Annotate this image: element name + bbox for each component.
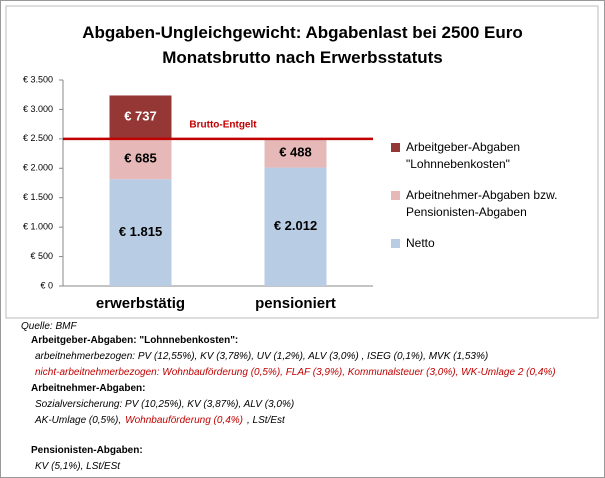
note-line: arbeitnehmerbezogen: PV (12,55%), KV (3,… (35, 351, 488, 362)
chart-title: Monatsbrutto nach Erwerbsstatuts (162, 48, 443, 67)
source-note: Quelle: BMF (21, 321, 77, 332)
legend-swatch (391, 239, 400, 248)
note-line: KV (5,1%), LSt/ESt (35, 461, 120, 472)
bar-segment (109, 95, 172, 139)
y-tick-label: € 3.500 (23, 74, 53, 84)
note-text: , LSt/Est (247, 415, 285, 426)
chart-frame (5, 5, 599, 319)
note-text: Sozialversicherung: PV (10,25%), KV (3,8… (35, 399, 295, 410)
bar-segment (264, 167, 327, 286)
note-line: Sozialversicherung: PV (10,25%), KV (3,8… (35, 399, 294, 410)
reference-label: Brutto-Entgelt (189, 119, 257, 130)
note-heading: Arbeitnehmer-Abgaben: (31, 383, 146, 394)
bar-segment (264, 138, 327, 168)
value-label: € 2.012 (274, 218, 317, 233)
bar-segment (109, 138, 172, 180)
value-label: € 737 (124, 109, 157, 124)
note-text: nicht-arbeitnehmerbezogen: Wohnbauförder… (35, 367, 556, 378)
x-tick-label: erwerbstätig (96, 295, 185, 312)
legend-label: Arbeitnehmer-Abgaben bzw. Pensionisten-A… (406, 188, 558, 219)
y-tick-label: € 1.000 (23, 222, 53, 232)
legend-label: Arbeitgeber-Abgaben "Lohnnebenkosten" (406, 140, 521, 171)
note-text: KV (5,1%), LSt/ESt (35, 461, 121, 472)
value-label: € 685 (124, 150, 157, 165)
chart-title: Abgaben-Ungleichgewicht: Abgabenlast bei… (82, 23, 523, 42)
y-tick-label: € 500 (30, 251, 53, 261)
note-heading: Pensionisten-Abgaben: (31, 445, 143, 456)
y-tick-label: € 3.000 (23, 104, 53, 114)
note-text: AK-Umlage (0,5%), (35, 415, 122, 426)
value-label: € 1.815 (119, 224, 162, 239)
y-tick-label: € 2.500 (23, 133, 53, 143)
note-text: arbeitnehmerbezogen: PV (12,55%), KV (3,… (35, 351, 489, 362)
y-tick-label: € 1.500 (23, 192, 53, 202)
x-tick-label: pensioniert (255, 295, 336, 312)
note-line: nicht-arbeitnehmerbezogen: Wohnbauförder… (35, 367, 556, 378)
y-tick-label: € 0 (40, 280, 53, 290)
note-text: Wohnbauförderung (0,4%) (125, 415, 243, 426)
bar-segment (109, 179, 172, 286)
legend-label: Netto (406, 236, 435, 250)
note-line: AK-Umlage (0,5%), Wohnbauförderung (0,4%)… (35, 415, 285, 426)
value-label: € 488 (279, 145, 312, 160)
y-tick-label: € 2.000 (23, 163, 53, 173)
note-heading: Arbeitgeber-Abgaben: "Lohnnebenkosten": (31, 335, 239, 346)
legend-swatch (391, 143, 400, 152)
legend-swatch (391, 191, 400, 200)
